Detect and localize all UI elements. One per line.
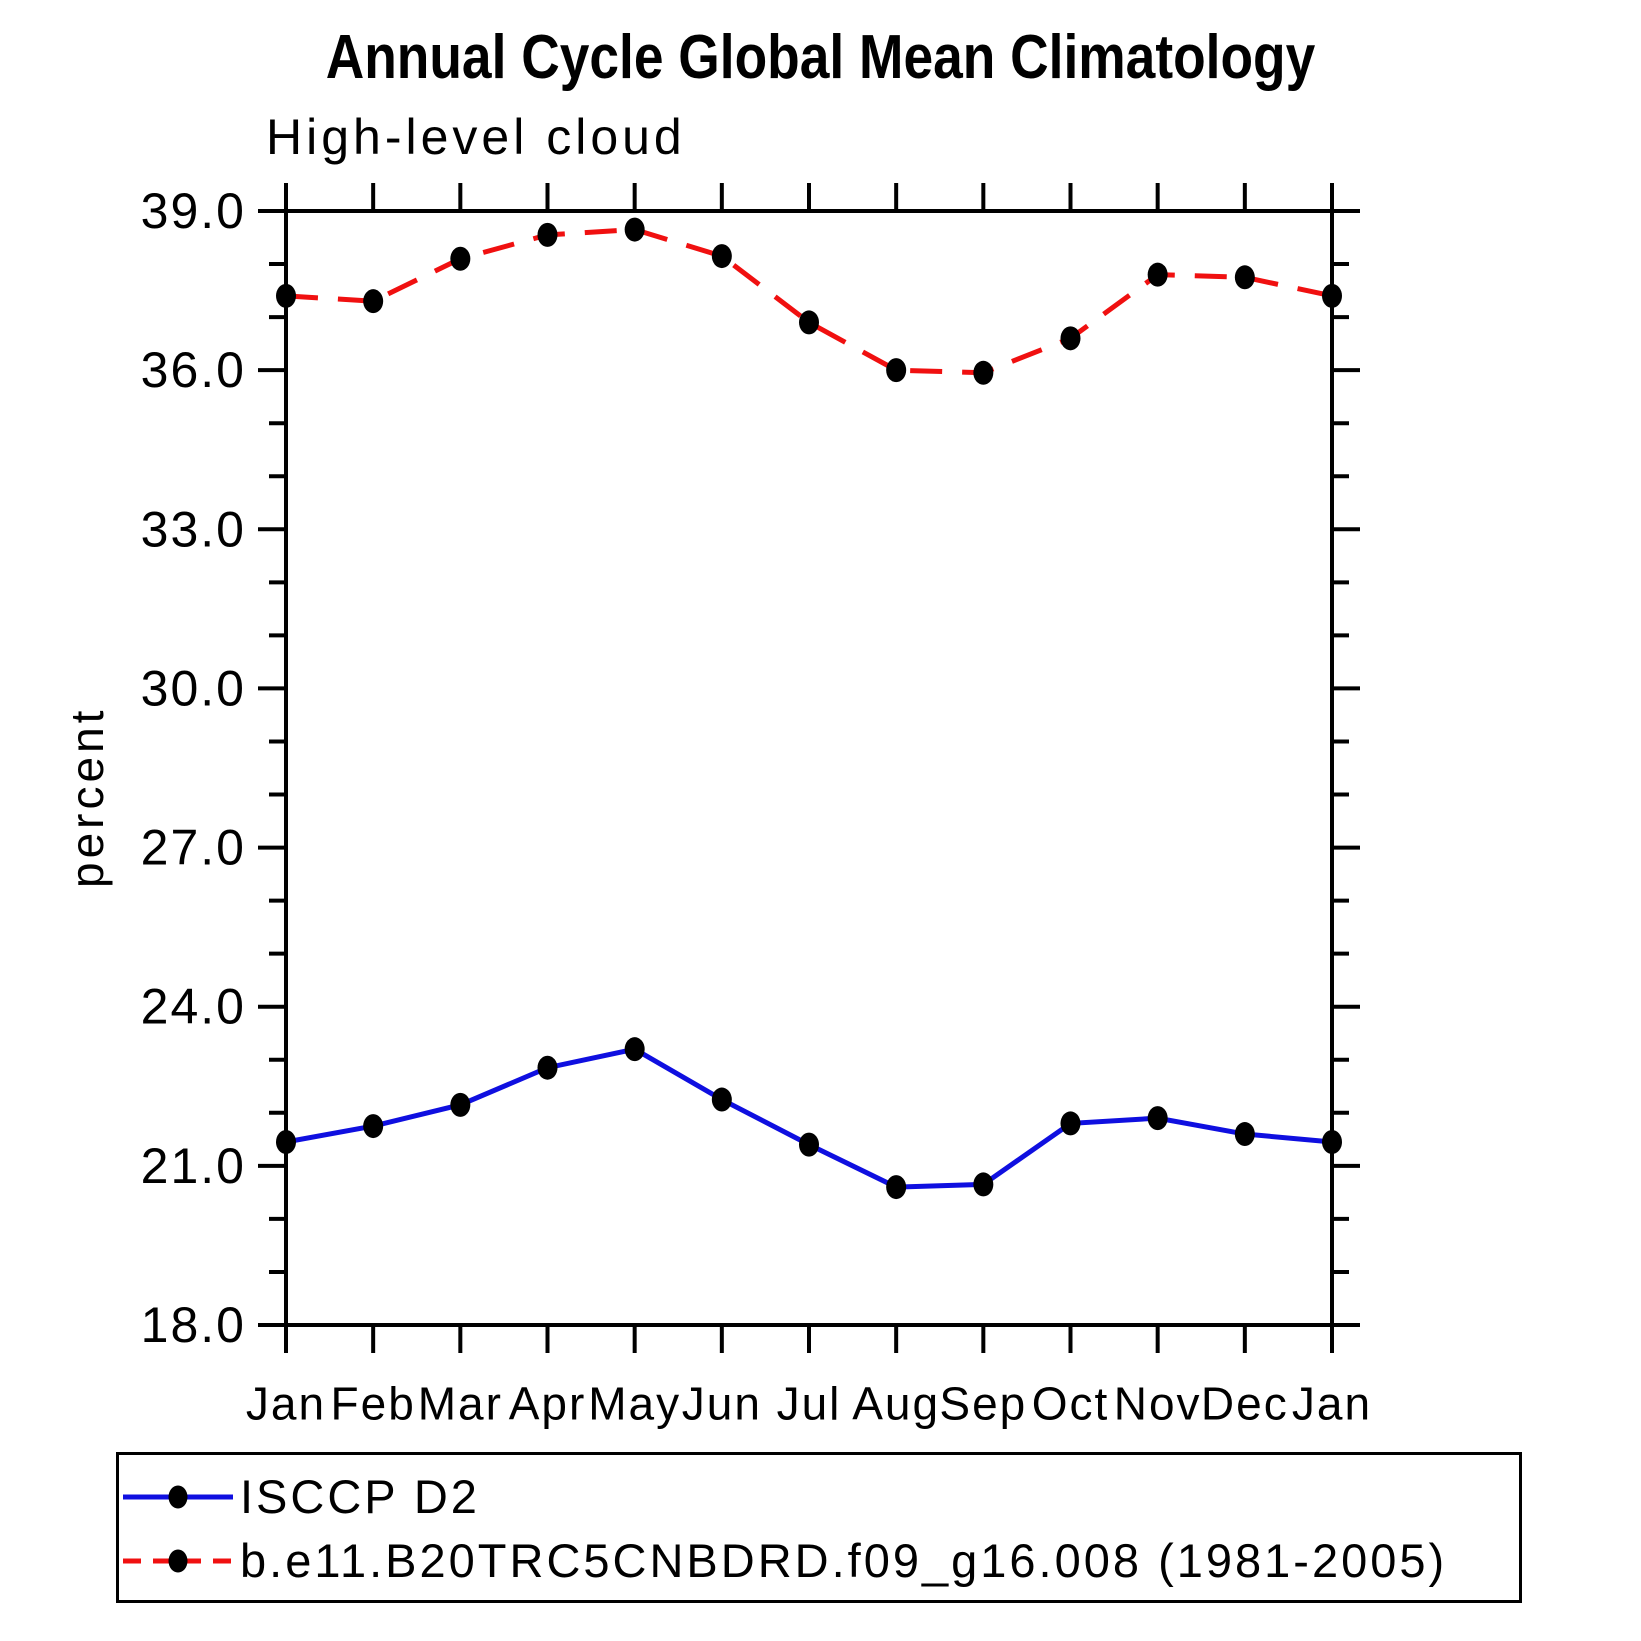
legend-item-isccp-d2: ISCCP D2 <box>119 1465 1519 1529</box>
plot-frame <box>284 209 1334 1327</box>
legend-item-model-run: b.e11.B20TRC5CNBDRD.f09_g16.008 (1981-20… <box>119 1529 1519 1593</box>
x-tick-label: Jul <box>777 1378 842 1430</box>
series-0-line <box>285 1046 1333 1190</box>
x-tick-label: Apr <box>509 1378 587 1430</box>
y-tick-label: 18.0 <box>141 1297 246 1353</box>
y-axis-tick-labels: 18.0 21.0 24.0 27.0 30.0 33.0 36.0 39.0 <box>141 183 246 1353</box>
x-tick-label: Jan <box>246 1378 326 1430</box>
legend-line-sample-blue <box>123 1485 233 1508</box>
y-tick-label: 24.0 <box>141 979 246 1035</box>
x-tick-label: Feb <box>331 1378 416 1430</box>
y-tick-label: 21.0 <box>141 1138 246 1194</box>
chart-subtitle: High-level cloud <box>266 109 686 165</box>
x-tick-label: Aug <box>852 1378 940 1430</box>
x-tick-label: Sep <box>939 1378 1027 1430</box>
x-tick-label: May <box>588 1378 681 1430</box>
y-tick-label: 27.0 <box>141 820 246 876</box>
series-1-line <box>285 227 1333 376</box>
legend-box: ISCCP D2 b.e11.B20TRC5CNBDRD.f09_g16.008… <box>116 1452 1522 1603</box>
x-tick-label: Jan <box>1292 1378 1372 1430</box>
x-tick-label: Nov <box>1114 1378 1202 1430</box>
y-tick-label: 33.0 <box>141 501 246 557</box>
x-axis-ticks <box>284 183 1334 1353</box>
y-tick-label: 30.0 <box>141 660 246 716</box>
y-axis-ticks <box>258 209 1360 1327</box>
legend-label-isccp-d2: ISCCP D2 <box>240 1470 480 1523</box>
y-tick-label: 36.0 <box>141 342 246 398</box>
chart-title: Annual Cycle Global Mean Climatology <box>325 23 1316 92</box>
x-tick-label: Dec <box>1201 1378 1289 1430</box>
y-tick-label: 39.0 <box>141 183 246 239</box>
legend-line-sample-red-dashed <box>123 1549 233 1572</box>
x-axis-tick-labels: Jan Feb Mar Apr May Jun Jul Aug Sep Oct Nov Dec Jan <box>246 1378 1372 1430</box>
x-tick-label: Mar <box>418 1378 503 1430</box>
legend-label-model-run: b.e11.B20TRC5CNBDRD.f09_g16.008 (1981-20… <box>240 1534 1448 1587</box>
series-0-markers <box>276 1037 1342 1200</box>
x-tick-label: Oct <box>1032 1378 1110 1430</box>
series-1-markers <box>276 217 1342 385</box>
x-tick-label: Jun <box>682 1378 762 1430</box>
